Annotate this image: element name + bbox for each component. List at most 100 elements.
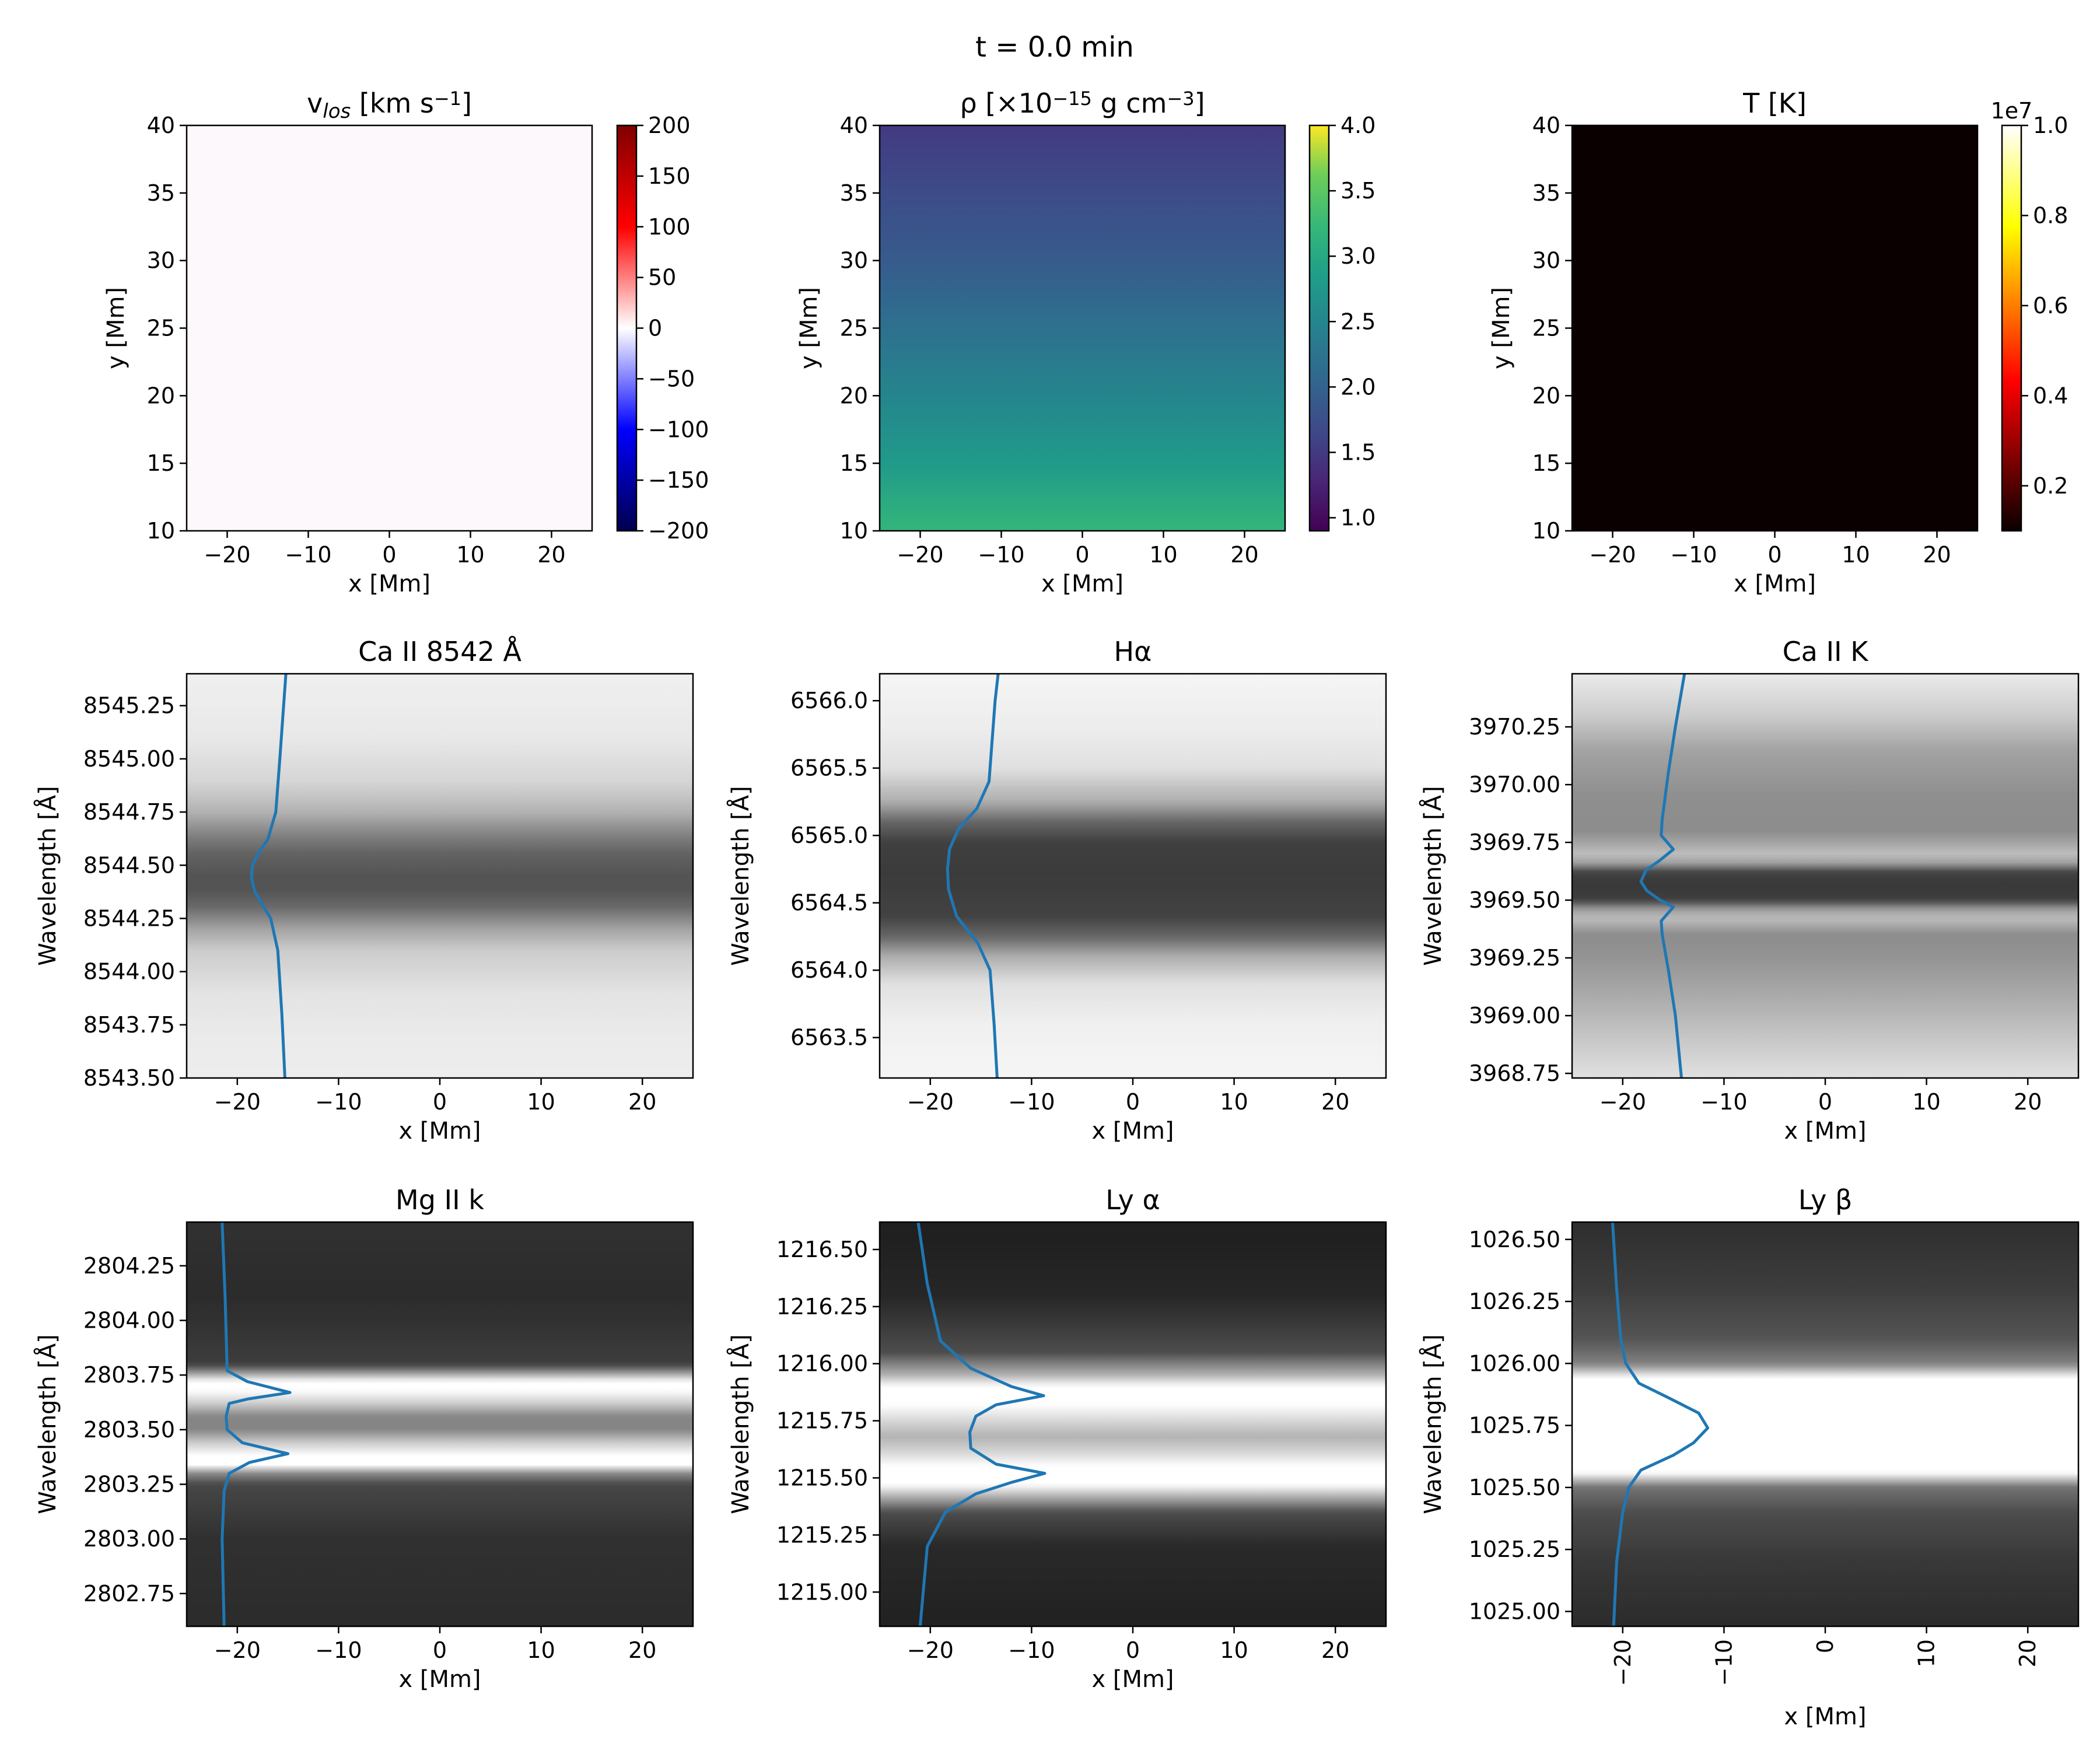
x-tick-label: 0 [1126, 1089, 1140, 1115]
x-tick-label: −20 [1589, 542, 1636, 568]
y-tick-label: 40 [840, 113, 868, 138]
line-profile [946, 674, 1000, 1078]
colorbar-tick-label: 0.8 [2033, 202, 2068, 228]
line-profile [1611, 1222, 1710, 1626]
x-tick-label: −10 [1008, 1637, 1055, 1663]
y-tick-label: 1215.25 [776, 1522, 868, 1548]
y-tick-label: 6565.0 [790, 822, 868, 848]
x-tick-label: 10 [1149, 542, 1177, 568]
x-tick-label: −20 [214, 1637, 261, 1663]
colorbar-tick-label: 1.0 [2033, 113, 2068, 138]
y-tick-label: 20 [840, 383, 868, 408]
y-tick-label: 1215.00 [776, 1579, 868, 1605]
x-tick-label: −20 [907, 1637, 954, 1663]
y-tick-label: 3970.00 [1469, 772, 1560, 797]
x-tick-label: −20 [1600, 1089, 1646, 1115]
y-tick-label: 8544.25 [83, 905, 175, 931]
colorbar-tick-label: 0.4 [2033, 383, 2068, 408]
colorbar-tick-label: 3.0 [1340, 243, 1376, 269]
figure-suptitle: t = 0.0 min [975, 31, 1134, 64]
panel-title-part: ρ [×10 [960, 88, 1052, 119]
x-tick-label: 0 [1812, 1639, 1838, 1653]
y-tick-label: 1216.50 [776, 1237, 868, 1262]
y-tick-label: 8543.75 [83, 1012, 175, 1038]
y-tick-label: 1026.25 [1469, 1289, 1560, 1314]
x-axis-label: x [Mm] [1734, 570, 1816, 597]
y-axis-label: Wavelength [Å] [726, 786, 754, 966]
x-tick-label: −10 [285, 542, 331, 568]
y-axis-label: y [Mm] [103, 287, 130, 369]
line-profile [1639, 674, 1686, 1078]
y-tick-label: 1026.00 [1469, 1350, 1560, 1376]
y-tick-label: 1216.00 [776, 1351, 868, 1377]
panel-title-part: −15 [1052, 88, 1092, 110]
y-tick-label: 8544.00 [83, 959, 175, 985]
colorbar: −200 −150 −100 −50 0 50 100 150 200 [616, 113, 709, 544]
panel-title-part: los [323, 100, 351, 123]
panel-6: −20 −10 0 10 20 3968.75 3969.00 3969.25 3969.50 3… [1419, 636, 2080, 1144]
y-tick-label: 2804.25 [83, 1253, 175, 1279]
y-tick-label: 3969.75 [1469, 830, 1560, 855]
panel-title-part: v [307, 88, 323, 119]
x-tick-label: 0 [382, 542, 396, 568]
x-tick-label: 10 [527, 1637, 555, 1663]
y-tick-label: 2802.75 [83, 1581, 175, 1606]
x-tick-label: −10 [1700, 1089, 1747, 1115]
x-tick-label: 10 [1842, 542, 1870, 568]
x-tick-label: 0 [1126, 1637, 1140, 1663]
spectrum-image [880, 674, 1386, 1078]
y-tick-label: 2803.25 [83, 1472, 175, 1497]
y-tick-label: 1216.25 [776, 1294, 868, 1320]
y-tick-label: 20 [147, 383, 175, 408]
x-tick-label: 0 [1818, 1089, 1832, 1115]
x-tick-label: 10 [1220, 1637, 1248, 1663]
colorbar-tick-label: 150 [648, 163, 691, 189]
y-tick-label: 1026.50 [1469, 1227, 1560, 1252]
y-tick-label: 6564.5 [790, 890, 868, 916]
colorbar-tick-label: 0.2 [2033, 473, 2068, 499]
x-axis-label: x [Mm] [1784, 1703, 1866, 1730]
y-tick-label: 8543.50 [83, 1065, 175, 1091]
line-profile [916, 1222, 1046, 1626]
x-tick-label: 0 [1768, 542, 1782, 568]
y-tick-label: 40 [147, 113, 175, 138]
panel-title: Ly β [1798, 1184, 1853, 1216]
y-axis-label: Wavelength [Å] [33, 1334, 61, 1514]
y-axis-label: Wavelength [Å] [1419, 1334, 1447, 1514]
y-tick-label: 1025.00 [1469, 1598, 1560, 1624]
y-tick-label: 25 [840, 316, 868, 341]
x-tick-label: 20 [2015, 1639, 2041, 1667]
colorbar-tick-label: 50 [648, 265, 676, 290]
panel-title-part: −1 [434, 88, 461, 110]
x-tick-label: 20 [628, 1637, 656, 1663]
y-tick-label: 3969.25 [1469, 945, 1560, 971]
x-tick-label: 20 [628, 1089, 656, 1115]
panel-title: vlos [km s−1] [307, 88, 472, 123]
x-tick-label: 10 [456, 542, 484, 568]
colorbar-gradient [1308, 124, 1330, 532]
x-tick-label: 20 [537, 542, 565, 568]
panel-8: −20 −10 0 10 20 1215.00 1215.25 1215.50 1215.75 1… [726, 1184, 1387, 1693]
x-axis-label: x [Mm] [1784, 1118, 1866, 1144]
x-tick-label: −10 [978, 542, 1024, 568]
y-tick-label: 15 [147, 450, 175, 476]
colorbar-tick-label: −150 [648, 467, 709, 493]
panel-title: Mg II k [396, 1184, 484, 1216]
spectrum-image [1572, 1222, 2078, 1626]
x-tick-label: 0 [1075, 542, 1089, 568]
panel-5: −20 −10 0 10 20 6563.5 6564.0 6564.5 6565.0 6565.… [726, 636, 1387, 1144]
line-profile [220, 1222, 292, 1626]
y-tick-label: 2803.00 [83, 1526, 175, 1552]
colorbar-tick-label: −200 [648, 518, 709, 544]
colorbar-tick-label: 0 [648, 316, 662, 341]
colorbar-offset-label: 1e7 [1991, 98, 2033, 124]
x-tick-label: 10 [1912, 1089, 1940, 1115]
x-tick-label: 20 [1321, 1089, 1349, 1115]
x-tick-label: −10 [315, 1637, 362, 1663]
colorbar: 1.0 1.5 2.0 2.5 3.0 3.5 4.0 [1308, 113, 1376, 532]
x-tick-label: 20 [1923, 542, 1951, 568]
temperature-field [1572, 125, 1978, 531]
x-axis-label: x [Mm] [348, 570, 430, 597]
